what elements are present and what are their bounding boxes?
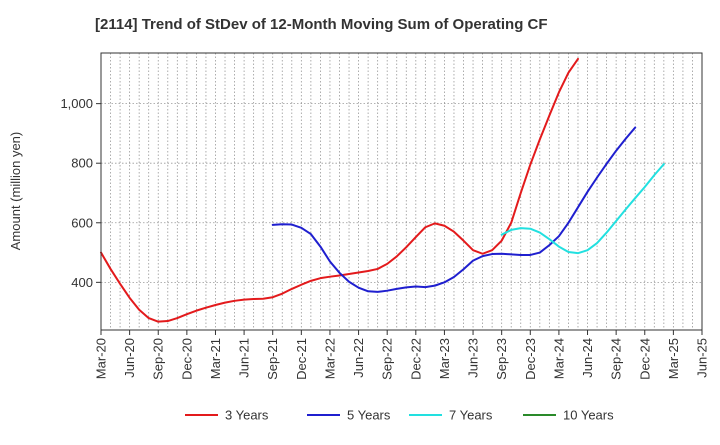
y-tick-label: 1,000: [60, 96, 93, 111]
series-line-3-years: [100, 57, 579, 323]
x-tick-label: Sep-24: [609, 338, 624, 380]
grid-layer: [101, 53, 702, 330]
x-tick-label: Mar-25: [666, 338, 681, 379]
legend-label: 10 Years: [563, 408, 614, 423]
x-tick-label: Jun-25: [695, 338, 710, 378]
x-tick-label: Dec-21: [294, 338, 309, 380]
x-tick-label: Sep-23: [494, 338, 509, 380]
y-tick-label: 800: [71, 156, 93, 171]
legend-label: 3 Years: [225, 408, 269, 423]
x-tick-label: Jun-24: [580, 338, 595, 378]
x-tick-label: Jun-21: [237, 338, 252, 378]
x-tick-label: Mar-23: [437, 338, 452, 379]
plot-border: [100, 52, 703, 331]
plot-background: [101, 53, 702, 330]
legend: 3 Years 5 Years 7 Years 10 Years: [185, 408, 614, 423]
series-line-5-years: [271, 126, 637, 293]
x-tick-label: Mar-22: [322, 338, 337, 379]
x-tick-label: Jun-23: [466, 338, 481, 378]
x-tick-label: Mar-24: [551, 338, 566, 379]
y-tick-label: 600: [71, 215, 93, 230]
legend-label: 5 Years: [347, 408, 391, 423]
y-axis-title: Amount (million yen): [8, 132, 23, 251]
x-tick-label: Dec-23: [523, 338, 538, 380]
legend-label: 7 Years: [449, 408, 493, 423]
x-tick-label: Sep-20: [151, 338, 166, 380]
x-tick-label: Jun-20: [122, 338, 137, 378]
x-tick-label: Mar-21: [208, 338, 223, 379]
x-tick-label: Jun-22: [351, 338, 366, 378]
x-tick-label: Sep-22: [380, 338, 395, 380]
x-tick-label: Dec-20: [179, 338, 194, 380]
series-line-7-years: [500, 163, 665, 255]
x-tick-label: Sep-21: [265, 338, 280, 380]
axis-layer: 400 600 800 1,000 Mar-20 Jun-20 Sep-20 Dec-20 Ma…: [60, 52, 710, 380]
x-tick-label: Dec-22: [408, 338, 423, 380]
y-tick-label: 400: [71, 275, 93, 290]
series-layer: [100, 57, 665, 323]
x-tick-label: Dec-24: [637, 338, 652, 380]
plot-area: [101, 53, 702, 330]
chart-title: [2114] Trend of StDev of 12-Month Moving…: [95, 16, 548, 33]
x-tick-label: Mar-20: [94, 338, 109, 379]
